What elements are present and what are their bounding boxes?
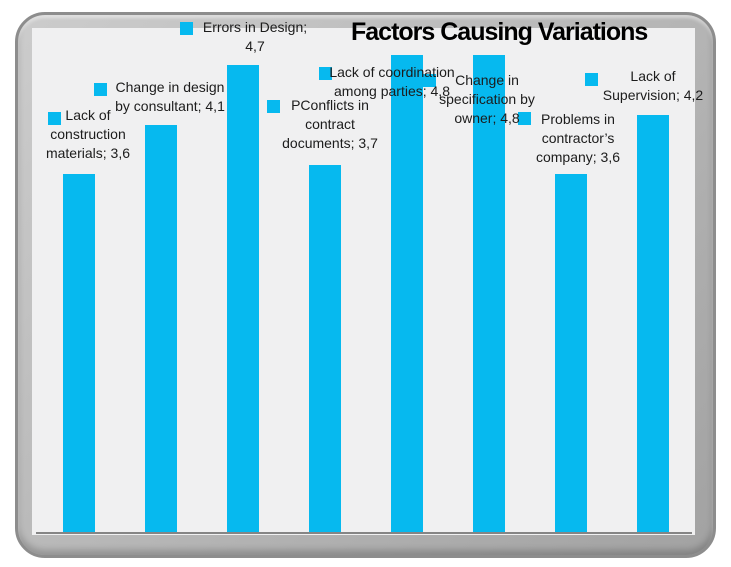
legend-key-icon [180,22,193,35]
data-label: Lack of coordination among parties; 4,8 [329,64,455,99]
bar [63,174,95,533]
bar [309,165,341,533]
data-label: Change in specification by owner; 4,8 [439,72,535,126]
bar [391,55,423,533]
data-label: PConflicts in contract documents; 3,7 [282,97,378,151]
data-label: Change in design by consultant; 4,1 [115,79,225,114]
data-label: Lack of Supervision; 4,2 [602,68,704,103]
legend-key-icon [423,74,436,87]
data-label: Problems in contractor’s company; 3,6 [535,111,621,165]
legend-key-icon [267,100,280,113]
bar [145,125,177,533]
x-axis-line [36,532,692,534]
bar [227,65,259,533]
data-label: Lack of construction materials; 3,6 [45,107,131,161]
bar [637,115,669,533]
legend-key-icon [48,112,61,125]
legend-key-icon [518,112,531,125]
legend-key-icon [94,83,107,96]
chart-title: Factors Causing Variations [351,18,648,46]
legend-key-icon [585,73,598,86]
bar [555,174,587,533]
legend-key-icon [319,67,332,80]
bar [473,55,505,533]
data-label: Errors in Design; 4,7 [202,19,308,54]
